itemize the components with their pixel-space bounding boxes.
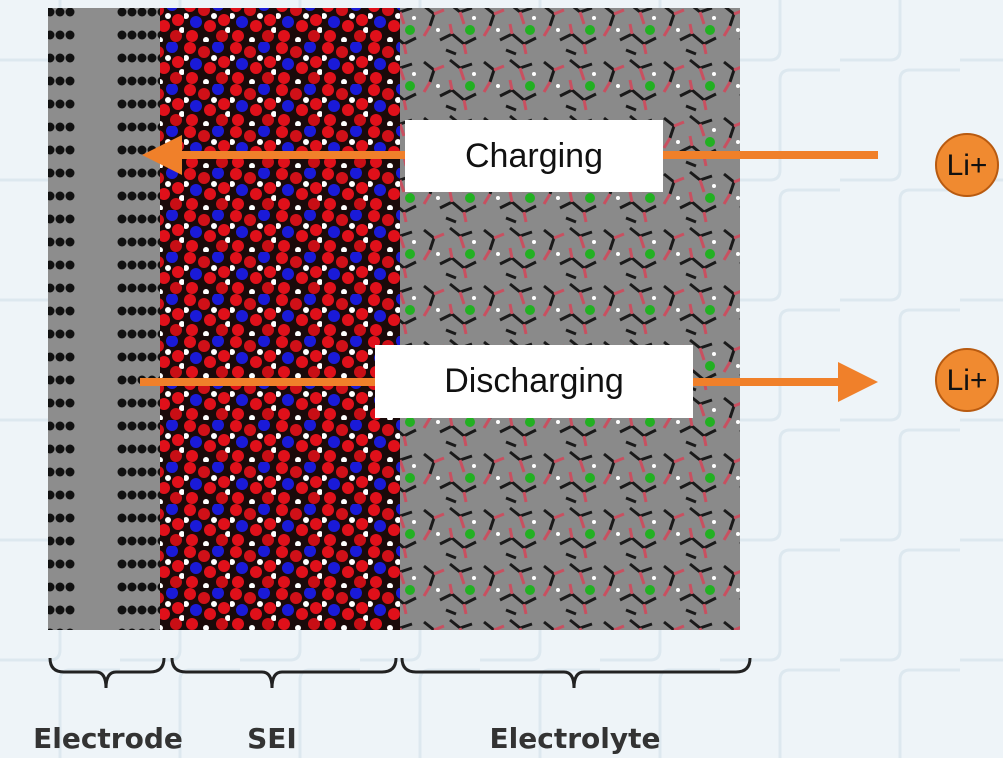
region-label: Electrolyte: [490, 722, 661, 755]
electrolyte: [400, 8, 740, 630]
electrode: [48, 8, 160, 630]
region-label: SEI: [247, 722, 297, 755]
sei: [160, 8, 400, 630]
label-box: [375, 345, 693, 418]
braces: [48, 657, 752, 689]
ion-label: Li+: [947, 149, 988, 182]
ion-circle: [935, 348, 999, 412]
region-label: Electrode: [33, 722, 183, 755]
ion-label: Li+: [947, 364, 988, 397]
label-box: [405, 120, 663, 192]
discharging-label: Discharging: [444, 362, 624, 400]
charging-label: Charging: [465, 137, 603, 175]
ion-circle: [935, 133, 999, 197]
